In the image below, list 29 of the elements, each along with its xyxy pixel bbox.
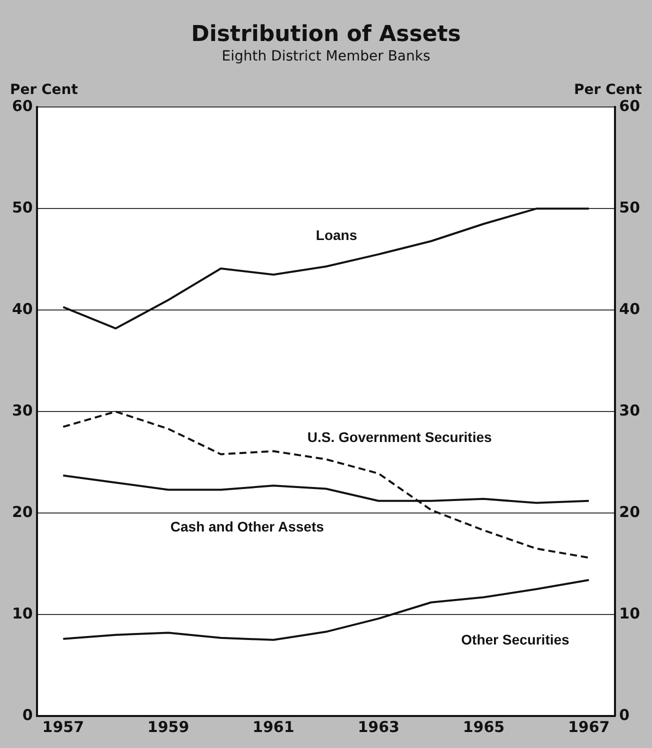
y-tick-label: 10 [12, 604, 33, 622]
x-tick-label: 1961 [252, 718, 294, 736]
y-tick-label: 30 [12, 401, 33, 420]
series-label: U.S. Government Securities [307, 428, 492, 445]
text: Other Securities [461, 631, 570, 648]
x-tick-label: 1965 [462, 718, 505, 736]
y-tick-label: 20 [12, 502, 33, 521]
text: Cash and Other Assets [170, 518, 324, 535]
x-tick-label: 1957 [42, 718, 84, 736]
x-tick-label: 1967 [568, 718, 610, 736]
y2-tick-label: 60 [619, 97, 640, 116]
y2-tick-label: 10 [619, 604, 640, 622]
series-label: Loans [316, 226, 358, 243]
chart-subtitle: Eighth District Member Banks [222, 48, 430, 64]
y-axis-title: Per Cent [10, 82, 78, 98]
y2-tick-label: 30 [619, 401, 640, 420]
y-tick-label: 50 [12, 198, 33, 217]
y-tick-label: 0 [22, 706, 33, 724]
y-tick-label: 60 [12, 97, 33, 116]
y-tick-label: 40 [12, 300, 33, 318]
y2-tick-label: 20 [619, 502, 640, 521]
x-tick-label: 1963 [358, 718, 400, 736]
line-series [62, 410, 590, 559]
y2-tick-label: 40 [619, 300, 640, 318]
y2-tick-label: 0 [619, 706, 630, 724]
y2-tick-label: 50 [619, 198, 640, 217]
y2-axis-title: Per Cent [574, 82, 642, 98]
chart-title: Distribution of Assets [191, 22, 461, 47]
x-tick-label: 1959 [147, 718, 190, 736]
